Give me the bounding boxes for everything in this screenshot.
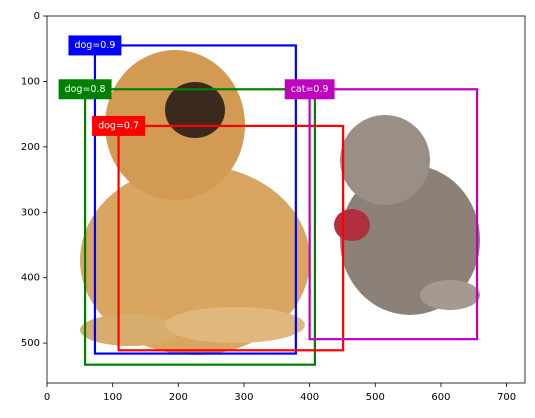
bounding-box <box>93 44 297 355</box>
label-background <box>92 115 146 136</box>
axes-frame <box>46 15 526 384</box>
box-label: dog=0.9 <box>74 40 115 51</box>
box-label: dog=0.7 <box>98 120 139 131</box>
y-tick-label: 500 <box>21 338 40 349</box>
y-tick-label: 0 <box>34 11 40 22</box>
x-tick-label: 100 <box>103 392 122 403</box>
y-tick-label: 200 <box>21 142 40 153</box>
y-tick-label: 100 <box>21 76 40 87</box>
bounding-box <box>308 88 479 341</box>
x-tick-label: 500 <box>366 392 385 403</box>
label-background <box>58 79 112 100</box>
bounding-box <box>83 88 316 366</box>
x-tick-label: 600 <box>431 392 450 403</box>
x-tick-label: 400 <box>300 392 319 403</box>
box-label: cat=0.9 <box>291 84 329 95</box>
x-tick-label: 0 <box>44 392 50 403</box>
label-background <box>284 79 335 100</box>
y-tick-label: 300 <box>21 207 40 218</box>
label-background <box>68 35 122 56</box>
photo <box>47 16 525 383</box>
x-tick-label: 200 <box>169 392 188 403</box>
y-tick-label: 400 <box>21 273 40 284</box>
x-tick-label: 700 <box>497 392 516 403</box>
bounding-box <box>117 124 345 352</box>
box-label: dog=0.8 <box>65 84 106 95</box>
x-tick-label: 300 <box>234 392 253 403</box>
